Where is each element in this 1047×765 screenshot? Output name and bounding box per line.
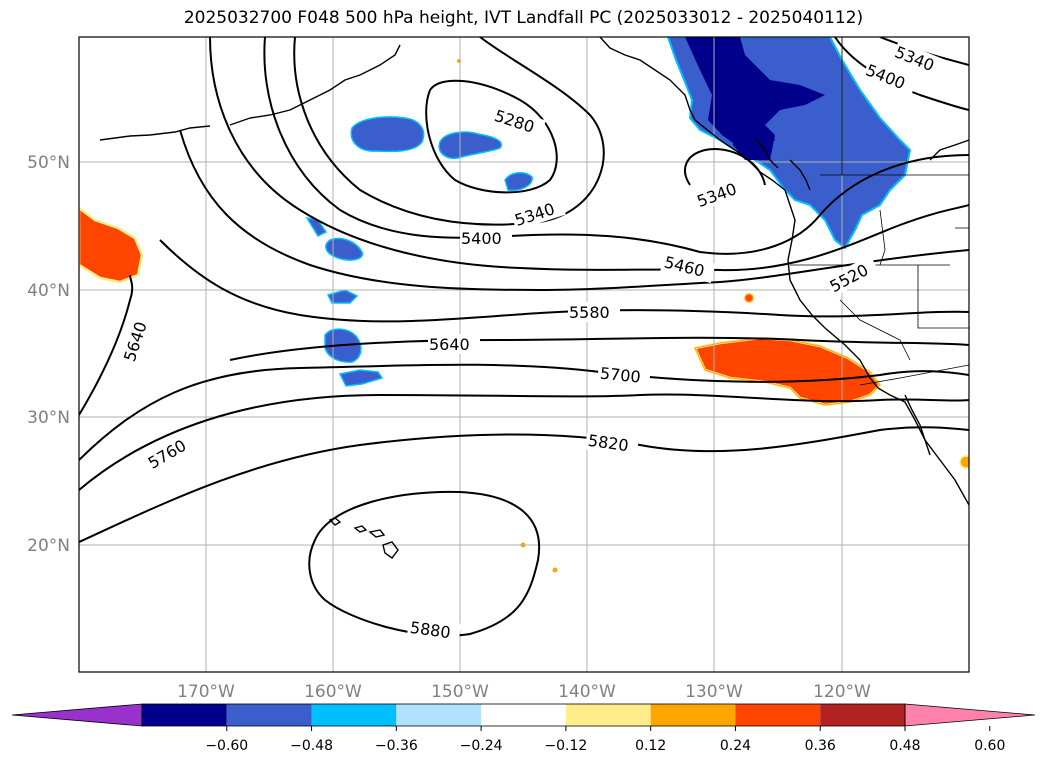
lat-label-50n: 50°N bbox=[27, 153, 70, 173]
colorbar-tick-label: 0.36 bbox=[805, 738, 836, 754]
pnw-deep-blue-core bbox=[685, 37, 825, 150]
lon-label-150w: 150°W bbox=[431, 682, 489, 702]
contour-5400-ne bbox=[834, 37, 969, 111]
colorbar-segment bbox=[565, 704, 651, 726]
colorbar-segment bbox=[481, 704, 566, 726]
positive-ivt-regions bbox=[79, 59, 969, 573]
contour-5640-left bbox=[79, 274, 134, 416]
blue-blob-6 bbox=[326, 289, 359, 304]
orange-dot-4 bbox=[552, 567, 558, 573]
colorbar-segment bbox=[142, 704, 227, 726]
blue-blob-8 bbox=[338, 369, 384, 387]
contour-5640-right bbox=[229, 336, 969, 361]
contour-label-5700: 5700 bbox=[599, 364, 641, 387]
contour-5340-right bbox=[684, 148, 766, 186]
contour-5400 bbox=[263, 37, 969, 255]
colorbar-segment bbox=[735, 704, 821, 726]
colorbar-tick-label: −0.12 bbox=[544, 738, 587, 754]
contour-5700 bbox=[79, 363, 969, 461]
colorbar-tick-label: −0.24 bbox=[460, 738, 503, 754]
contour-5580 bbox=[159, 239, 969, 323]
orange-dot-1 bbox=[744, 293, 754, 303]
coastlines bbox=[99, 37, 969, 559]
blue-blob-3 bbox=[504, 172, 533, 192]
colorbar-tick-label: −0.60 bbox=[205, 738, 248, 754]
colorbar-tick-label: 0.60 bbox=[974, 738, 1005, 754]
colorbar-segment bbox=[396, 704, 482, 726]
contour-5880 bbox=[308, 490, 541, 637]
colorbar-tick-label: −0.48 bbox=[290, 738, 333, 754]
negative-ivt-regions bbox=[305, 37, 912, 387]
lon-label-170w: 170°W bbox=[177, 682, 235, 702]
orange-dot-2 bbox=[959, 455, 969, 469]
colorbar-extend-high bbox=[904, 703, 1036, 727]
lat-label-30n: 30°N bbox=[27, 408, 70, 428]
contour-label-5640-a: 5640 bbox=[429, 335, 470, 354]
lat-label-40n: 40°N bbox=[27, 281, 70, 301]
lon-label-140w: 140°W bbox=[558, 682, 616, 702]
colorbar-segment bbox=[650, 704, 736, 726]
colorbar-tick-label: 0.24 bbox=[720, 738, 751, 754]
lon-label-120w: 120°W bbox=[813, 682, 871, 702]
lat-label-20n: 20°N bbox=[27, 536, 70, 556]
west-orange-region bbox=[79, 206, 144, 284]
latitude-labels: 50°N 40°N 30°N 20°N bbox=[27, 153, 70, 556]
colorbar-tick-label: 0.12 bbox=[635, 738, 666, 754]
colorbar-segment bbox=[226, 704, 312, 726]
blue-blob-2 bbox=[438, 131, 503, 160]
colorbar: −0.60 −0.48 −0.36 −0.24 −0.12 0.12 0.24 0.36 0.4… bbox=[11, 703, 1036, 754]
colorbar-segment bbox=[311, 704, 397, 726]
colorbar-extend-low bbox=[11, 703, 143, 727]
contour-5280 bbox=[425, 79, 558, 194]
contour-label-5580: 5580 bbox=[569, 303, 610, 322]
contour-5760 bbox=[79, 393, 969, 491]
lon-label-130w: 130°W bbox=[685, 682, 743, 702]
lon-label-160w: 160°W bbox=[304, 682, 362, 702]
longitude-labels: 170°W 160°W 150°W 140°W 130°W 120°W bbox=[177, 682, 871, 702]
colorbar-tick-label: −0.36 bbox=[375, 738, 418, 754]
colorbar-outline bbox=[141, 703, 906, 727]
contour-label-5400-a: 5400 bbox=[461, 229, 502, 248]
contour-5520 bbox=[179, 129, 969, 292]
map-title: 2025032700 F048 500 hPa height, IVT Land… bbox=[183, 8, 864, 28]
colorbar-tick-label: 0.48 bbox=[889, 738, 920, 754]
blue-blob-1 bbox=[350, 116, 425, 153]
height-contours bbox=[79, 37, 969, 637]
blue-blob-5 bbox=[325, 237, 364, 261]
contour-5460 bbox=[209, 37, 969, 272]
colorbar-segment bbox=[820, 704, 905, 726]
map-frame bbox=[78, 36, 970, 673]
map-area: 5280 5340 5340 5340 5400 5400 5400 5460 … bbox=[79, 37, 969, 672]
